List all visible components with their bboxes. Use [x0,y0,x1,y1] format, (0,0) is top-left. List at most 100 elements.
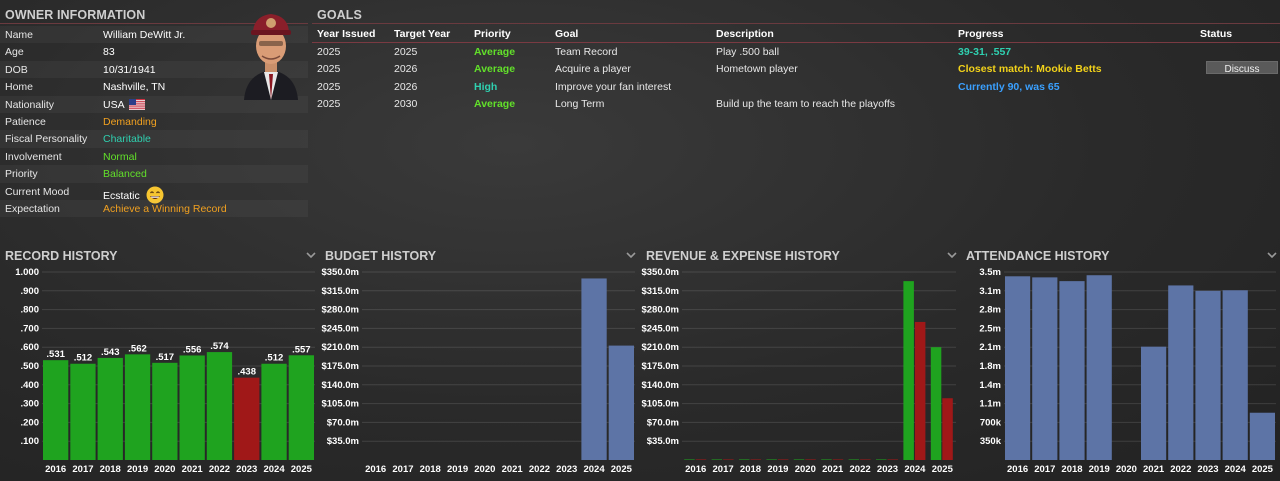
owner-field-value: Charitable [103,133,151,145]
revenue-bar[interactable] [930,347,942,460]
bar[interactable] [70,363,96,460]
us-flag-icon [128,98,145,110]
col-description[interactable]: Description [716,28,774,40]
goal-target-year: 2030 [394,98,418,111]
revenue-bar[interactable] [738,459,750,460]
owner-row-expectation: Expectation Achieve a Winning Record [0,200,308,218]
chart-title: ATTENDANCE HISTORY [966,249,1110,263]
goal-row[interactable]: 2025 2030 Average Long Term Build up the tea… [312,95,1280,112]
bar-value-label: .556 [183,344,202,355]
col-year-issued[interactable]: Year Issued [317,28,376,40]
owner-field-value: Balanced [103,168,147,180]
revenue-bar[interactable] [711,459,723,460]
y-tick-label: .800 [21,305,40,316]
x-tick-label: 2021 [182,464,204,475]
owner-field-value-text: Charitable [103,133,151,146]
bar[interactable] [1032,277,1058,460]
bar[interactable] [206,352,233,460]
y-tick-label: 2.1m [979,342,1001,353]
bar[interactable] [43,360,69,460]
y-tick-label: 1.4m [979,380,1001,391]
bar[interactable] [179,355,205,460]
y-tick-label: $350.0m [321,267,359,278]
revenue-expense-history-chart: REVENUE & EXPENSE HISTORY $350.0m $315.0m $… [641,244,960,481]
y-tick-label: .700 [21,323,40,334]
owner-field-value-text: Balanced [103,168,147,181]
bar[interactable] [1086,275,1112,460]
revenue-bar[interactable] [821,459,832,460]
owner-field-value: Normal [103,151,137,163]
bar[interactable] [124,354,151,460]
bar[interactable] [97,357,123,460]
x-tick-label: 2025 [932,464,954,475]
x-tick-label: 2024 [263,464,285,475]
owner-row-name: Name William DeWitt Jr. [0,26,308,44]
chevron-down-icon[interactable] [305,249,317,261]
expense-bar[interactable] [914,321,926,460]
bar[interactable] [581,278,607,460]
chart-plot-area: $350.0m $315.0m $280.0m $245.0m $210.0m $175.… [321,267,635,475]
owner-field-value: Ecstatic [103,186,164,204]
owner-field-label: Current Mood [5,185,70,198]
col-progress[interactable]: Progress [958,28,1004,40]
x-tick-label: 2017 [1034,464,1055,475]
bar[interactable] [1141,346,1167,460]
chevron-down-icon[interactable] [625,249,637,261]
revenue-bar[interactable] [793,459,805,460]
bar[interactable] [1168,285,1194,460]
bar[interactable] [1005,276,1031,460]
bar-value-label: .512 [74,353,93,364]
revenue-bar[interactable] [766,459,777,460]
expense-bar[interactable] [860,459,871,460]
col-status[interactable]: Status [1200,28,1233,40]
discuss-button[interactable]: Discuss [1206,61,1278,75]
expense-bar[interactable] [805,459,816,460]
expense-bar[interactable] [832,459,844,460]
expense-bar[interactable] [887,459,899,460]
y-tick-label: 2.5m [979,323,1001,334]
bar[interactable] [608,345,634,460]
bar[interactable] [234,377,260,460]
owner-field-value-text: 10/31/1941 [103,63,156,76]
chevron-down-icon[interactable] [946,249,958,261]
expense-bar[interactable] [695,459,707,460]
goal-row[interactable]: 2025 2026 High Improve your fan interest Cur… [312,78,1280,95]
budget-history-chart: BUDGET HISTORY $350.0m $315.0m $280.0m $245.… [320,244,639,481]
owner-field-label: Age [5,46,24,59]
y-tick-label: $245.0m [321,323,359,334]
expense-bar[interactable] [750,459,762,460]
y-tick-label: $210.0m [321,342,359,353]
y-tick-label: $315.0m [321,286,359,297]
col-priority[interactable]: Priority [474,28,511,40]
bar[interactable] [1222,290,1248,460]
expense-bar[interactable] [723,459,734,460]
y-tick-label: $105.0m [641,399,679,410]
goal-row[interactable]: 2025 2025 Average Team Record Play .500 ball… [312,43,1280,60]
goal-priority: Average [474,98,516,111]
expense-bar[interactable] [942,398,953,460]
bar[interactable] [288,355,314,460]
revenue-bar[interactable] [684,459,695,460]
goal-target-year: 2025 [394,46,418,58]
goal-progress: Currently 90, was 65 [958,80,1060,93]
bar[interactable] [152,362,178,460]
bar[interactable] [1249,412,1275,460]
revenue-bar[interactable] [875,459,887,460]
x-tick-label: 2019 [127,464,148,475]
owner-field-value: Achieve a Winning Record [103,203,227,215]
bar-value-label: .438 [238,367,257,378]
bar[interactable] [1195,290,1221,460]
x-tick-label: 2020 [795,464,816,475]
col-goal[interactable]: Goal [555,28,579,40]
chevron-down-icon[interactable] [1266,249,1278,261]
owner-field-value: William DeWitt Jr. [103,29,185,41]
bar-value-label: .512 [265,353,284,364]
revenue-bar[interactable] [848,459,860,460]
x-tick-label: 2019 [767,464,788,475]
goal-row[interactable]: 2025 2026 Average Acquire a player Hometown … [312,60,1280,77]
expense-bar[interactable] [777,459,789,460]
bar[interactable] [261,363,287,460]
revenue-bar[interactable] [903,281,914,460]
col-target-year[interactable]: Target Year [394,28,451,40]
bar[interactable] [1059,281,1085,460]
